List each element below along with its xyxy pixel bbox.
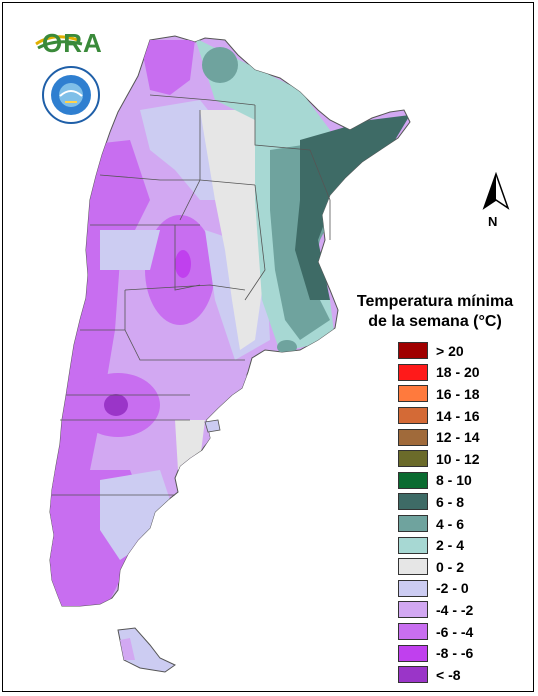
legend-swatch: [398, 536, 428, 554]
legend-item: 10 - 12: [398, 448, 480, 470]
legend-label: -6 - -4: [436, 623, 474, 640]
legend-swatch: [398, 342, 428, 360]
legend-swatch: [398, 644, 428, 662]
legend-label: -4 - -2: [436, 601, 474, 618]
legend-item: -2 - 0: [398, 578, 480, 600]
zone-0to2-center: [200, 110, 265, 350]
smn-seal-icon: [42, 66, 100, 124]
legend-label: 0 - 2: [436, 558, 465, 575]
legend-label: 18 - 20: [436, 364, 480, 381]
legend-item: 6 - 8: [398, 491, 480, 513]
legend-label: < -8: [436, 666, 461, 683]
legend-swatch: [398, 471, 428, 489]
north-arrow-icon: [482, 172, 510, 210]
legend-swatch: [398, 450, 428, 468]
legend-item: -6 - -4: [398, 621, 480, 643]
tierra-del-fuego: [117, 627, 176, 673]
zone-6to8-mesopotamia: [295, 115, 410, 300]
legend-label: > 20: [436, 342, 464, 359]
zone-lt8-patagonia: [104, 394, 128, 416]
zone-minus4-east: [150, 330, 250, 470]
zone-minus2-patagonia: [100, 470, 170, 560]
legend-label: 10 - 12: [436, 450, 480, 467]
legend-title-line2: de la semana (°C): [368, 313, 502, 330]
legend-label: 16 - 18: [436, 385, 480, 402]
legend-item: 2 - 4: [398, 534, 480, 556]
legend-swatch: [398, 515, 428, 533]
legend-item: 4 - 6: [398, 513, 480, 535]
zone-minus2-cuyo: [100, 230, 160, 270]
legend-swatch: [398, 601, 428, 619]
legend-swatch: [398, 623, 428, 641]
ora-logo-mark: [35, 35, 83, 50]
legend-swatch: [398, 579, 428, 597]
legend-swatch: [398, 493, 428, 511]
ora-logo: ORA: [34, 28, 106, 58]
legend-swatch: [398, 407, 428, 425]
legend: > 20 18 - 20 16 - 18 14 - 16 12 - 14 10 - 12 8…: [398, 340, 480, 686]
legend-item: 18 - 20: [398, 362, 480, 384]
zone-4to6-south-spot: [277, 340, 297, 354]
legend-label: 12 - 14: [436, 429, 480, 446]
legend-item: 0 - 2: [398, 556, 480, 578]
legend-item: 14 - 16: [398, 405, 480, 427]
legend-item: -8 - -6: [398, 642, 480, 664]
legend-title: Temperatura mínima de la semana (°C): [340, 292, 530, 332]
legend-label: -2 - 0: [436, 580, 469, 597]
legend-item: -4 - -2: [398, 599, 480, 621]
legend-label: -8 - -6: [436, 645, 474, 662]
legend-title-line1: Temperatura mínima: [356, 293, 514, 310]
legend-swatch: [398, 363, 428, 381]
legend-swatch: [398, 666, 428, 684]
province-boundaries: [52, 94, 331, 496]
zone-0to2-south: [175, 420, 205, 470]
legend-item: > 20: [398, 340, 480, 362]
legend-label: 2 - 4: [436, 537, 465, 554]
legend-item: 8 - 10: [398, 470, 480, 492]
legend-item: 12 - 14: [398, 426, 480, 448]
peninsula-valdes: [204, 419, 221, 433]
legend-label: 6 - 8: [436, 493, 465, 510]
legend-swatch: [398, 385, 428, 403]
ora-logo-text: ORA: [42, 28, 103, 58]
legend-swatch: [398, 428, 428, 446]
legend-item: 16 - 18: [398, 383, 480, 405]
north-label: N: [488, 214, 498, 229]
legend-label: 8 - 10: [436, 472, 472, 489]
zone-4to6-north: [202, 47, 238, 83]
zone-minus8-center: [175, 250, 191, 278]
zone-minus6-north: [140, 40, 195, 95]
legend-swatch: [398, 558, 428, 576]
legend-label: 14 - 16: [436, 407, 480, 424]
legend-label: 4 - 6: [436, 515, 465, 532]
legend-item: < -8: [398, 664, 480, 686]
